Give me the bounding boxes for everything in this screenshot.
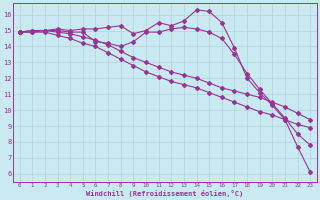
X-axis label: Windchill (Refroidissement éolien,°C): Windchill (Refroidissement éolien,°C): [86, 190, 244, 197]
